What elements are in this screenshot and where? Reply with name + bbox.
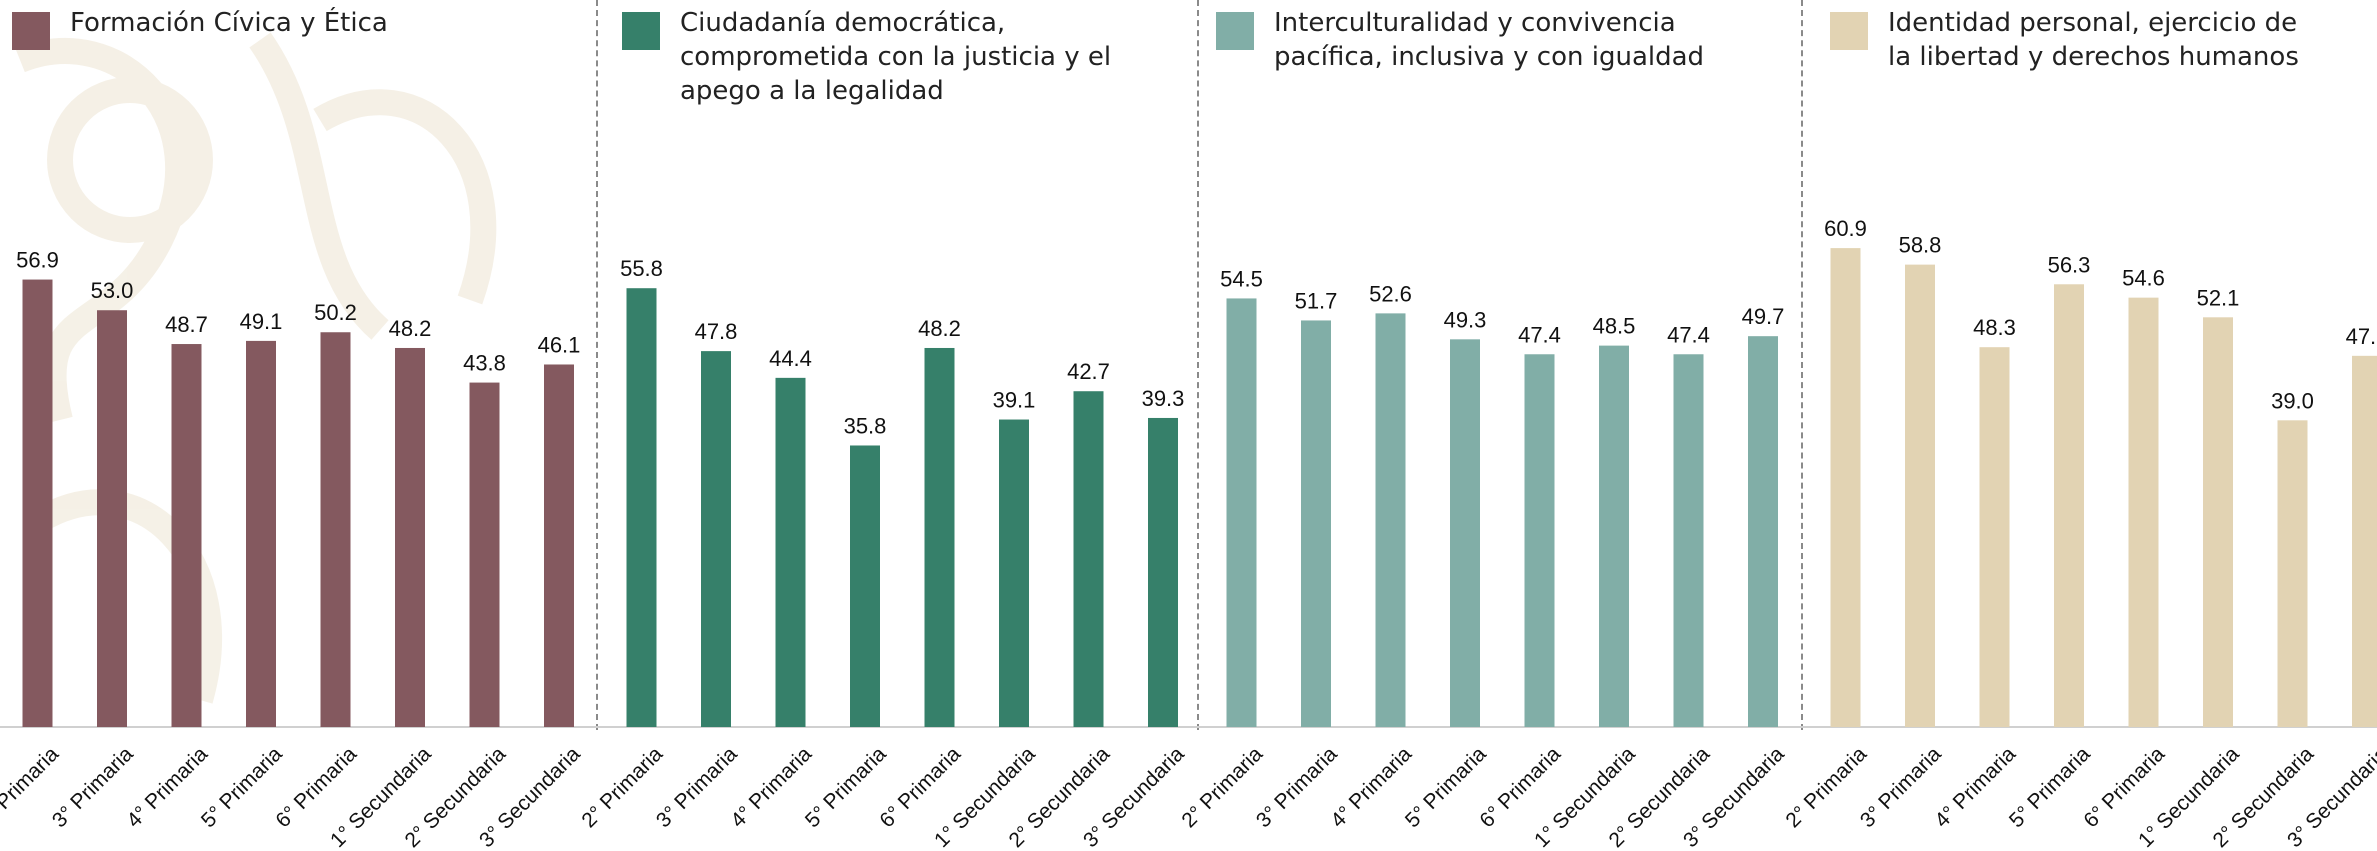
data-label: 48.5 bbox=[1593, 314, 1636, 339]
bar bbox=[1375, 313, 1406, 727]
data-label: 54.6 bbox=[2122, 266, 2165, 291]
data-label: 48.2 bbox=[918, 316, 961, 341]
data-label: 56.9 bbox=[16, 248, 59, 273]
bar bbox=[2352, 355, 2377, 727]
legend-label: Identidad personal, ejercicio de la libe… bbox=[1888, 8, 2299, 72]
data-label: 39.0 bbox=[2271, 388, 2314, 413]
bar bbox=[1073, 391, 1104, 727]
bar bbox=[2277, 420, 2308, 727]
bar bbox=[544, 364, 574, 727]
data-label: 35.8 bbox=[844, 413, 887, 438]
legend-label: Formación Cívica y Ética bbox=[70, 8, 388, 38]
legend-swatch bbox=[12, 12, 50, 50]
data-label: 47.4 bbox=[1518, 322, 1561, 347]
bar bbox=[1830, 248, 1861, 727]
data-label: 42.7 bbox=[1067, 359, 1110, 384]
group-divider bbox=[596, 0, 598, 730]
legend-item-identidad: Identidad personal, ejercicio de la libe… bbox=[1830, 6, 2299, 74]
legend-label: Interculturalidad y convivencia pacífica… bbox=[1274, 8, 1705, 72]
data-label: 48.2 bbox=[389, 316, 432, 341]
data-label: 52.6 bbox=[1369, 281, 1412, 306]
bar bbox=[395, 347, 425, 727]
data-label: 48.7 bbox=[165, 312, 208, 337]
data-label: 39.1 bbox=[993, 388, 1036, 413]
bar bbox=[22, 279, 53, 727]
legend-swatch bbox=[1830, 12, 1868, 50]
data-label: 43.8 bbox=[463, 351, 506, 376]
data-label: 49.3 bbox=[1444, 307, 1487, 332]
data-label: 60.9 bbox=[1824, 216, 1867, 241]
legend-swatch bbox=[1216, 12, 1254, 50]
bar bbox=[1524, 354, 1555, 727]
data-label: 47.2 bbox=[2346, 324, 2377, 349]
bar bbox=[1979, 347, 2010, 727]
bar bbox=[775, 377, 806, 727]
bar bbox=[2203, 317, 2233, 727]
data-label: 39.3 bbox=[1142, 386, 1185, 411]
data-label: 47.8 bbox=[695, 319, 738, 344]
bar bbox=[1673, 354, 1704, 727]
data-label: 52.1 bbox=[2197, 285, 2240, 310]
bar bbox=[1748, 336, 1778, 727]
bar bbox=[626, 288, 657, 727]
bar bbox=[1599, 345, 1629, 727]
data-label: 58.8 bbox=[1899, 233, 1942, 258]
bar bbox=[2128, 297, 2159, 727]
bar bbox=[999, 419, 1029, 727]
legend-swatch bbox=[622, 12, 660, 50]
bar bbox=[1148, 417, 1178, 727]
data-label: 44.4 bbox=[769, 346, 812, 371]
bar bbox=[701, 351, 731, 727]
bar bbox=[469, 382, 500, 727]
bar bbox=[97, 310, 127, 727]
data-label: 49.1 bbox=[240, 309, 283, 334]
bar bbox=[850, 445, 880, 727]
group-divider bbox=[1197, 0, 1199, 730]
bar bbox=[1905, 264, 1935, 727]
data-label: 55.8 bbox=[620, 256, 663, 281]
legend-item-interculturalidad: Interculturalidad y convivencia pacífica… bbox=[1216, 6, 1704, 74]
data-label: 56.3 bbox=[2048, 252, 2091, 277]
data-label: 46.1 bbox=[538, 332, 581, 357]
data-label: 47.4 bbox=[1667, 322, 1710, 347]
legend-item-ciudadania: Ciudadanía democrática, comprometida con… bbox=[622, 6, 1111, 108]
data-label: 54.5 bbox=[1220, 266, 1263, 291]
data-label: 53.0 bbox=[91, 278, 134, 303]
data-label: 48.3 bbox=[1973, 315, 2016, 340]
bar bbox=[1450, 339, 1480, 727]
legend-label: Ciudadanía democrática, comprometida con… bbox=[680, 8, 1112, 106]
group-divider bbox=[1801, 0, 1803, 730]
bar bbox=[924, 347, 955, 727]
data-label: 50.2 bbox=[314, 300, 357, 325]
bar bbox=[1301, 320, 1331, 727]
legend-item-formacion-civica: Formación Cívica y Ética bbox=[12, 6, 388, 50]
data-label: 49.7 bbox=[1742, 304, 1785, 329]
bar bbox=[1226, 298, 1257, 727]
bar bbox=[246, 340, 276, 727]
bar bbox=[320, 332, 351, 727]
data-label: 51.7 bbox=[1295, 288, 1338, 313]
bar bbox=[2054, 284, 2084, 727]
bar bbox=[171, 344, 202, 727]
